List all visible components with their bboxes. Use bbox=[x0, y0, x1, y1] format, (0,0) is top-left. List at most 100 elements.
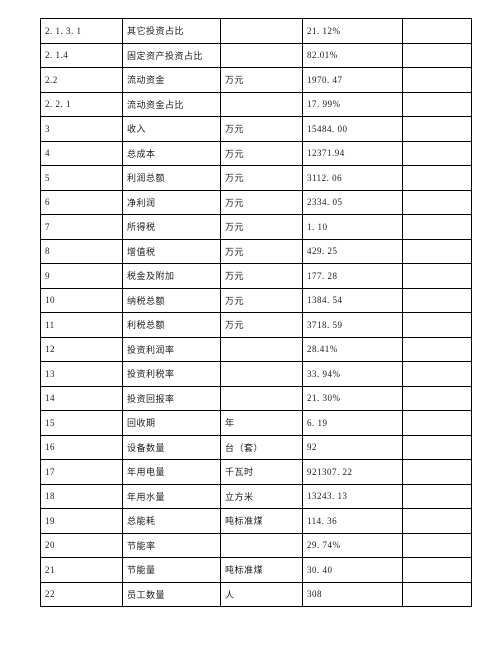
cell-value: 3112. 06 bbox=[303, 166, 403, 191]
cell-remark bbox=[403, 509, 472, 534]
cell-remark bbox=[403, 264, 472, 289]
cell-index: 19 bbox=[41, 509, 123, 534]
cell-value: 921307. 22 bbox=[303, 460, 403, 485]
cell-remark bbox=[403, 239, 472, 264]
cell-index: 22 bbox=[41, 582, 123, 607]
cell-name: 投资回报率 bbox=[123, 386, 221, 411]
cell-unit: 吨标准煤 bbox=[221, 558, 303, 583]
table-row: 2.2流动资金万元1970. 47 bbox=[41, 68, 472, 93]
cell-value: 6. 19 bbox=[303, 411, 403, 436]
cell-name: 其它投资占比 bbox=[123, 19, 221, 44]
cell-index: 7 bbox=[41, 215, 123, 240]
cell-name: 节能率 bbox=[123, 533, 221, 558]
cell-unit: 立方米 bbox=[221, 484, 303, 509]
cell-unit: 万元 bbox=[221, 141, 303, 166]
cell-index: 18 bbox=[41, 484, 123, 509]
cell-name: 年用电量 bbox=[123, 460, 221, 485]
cell-remark bbox=[403, 141, 472, 166]
table-row: 20节能率29. 74% bbox=[41, 533, 472, 558]
cell-remark bbox=[403, 460, 472, 485]
cell-remark bbox=[403, 19, 472, 44]
table-row: 7所得税万元1. 10 bbox=[41, 215, 472, 240]
cell-unit: 万元 bbox=[221, 313, 303, 338]
cell-unit bbox=[221, 337, 303, 362]
cell-remark bbox=[403, 362, 472, 387]
cell-name: 固定资产投资占比 bbox=[123, 43, 221, 68]
cell-unit: 万元 bbox=[221, 215, 303, 240]
cell-remark bbox=[403, 215, 472, 240]
cell-remark bbox=[403, 92, 472, 117]
table-row: 2. 1. 3. 1其它投资占比21. 12% bbox=[41, 19, 472, 44]
table-row: 8增值税万元429. 25 bbox=[41, 239, 472, 264]
cell-name: 总成本 bbox=[123, 141, 221, 166]
cell-name: 纳税总额 bbox=[123, 288, 221, 313]
cell-unit bbox=[221, 43, 303, 68]
cell-value: 30. 40 bbox=[303, 558, 403, 583]
cell-index: 14 bbox=[41, 386, 123, 411]
table-row: 5利润总额万元3112. 06 bbox=[41, 166, 472, 191]
cell-value: 114. 36 bbox=[303, 509, 403, 534]
cell-name: 员工数量 bbox=[123, 582, 221, 607]
cell-index: 4 bbox=[41, 141, 123, 166]
table-row: 17年用电量千瓦时921307. 22 bbox=[41, 460, 472, 485]
cell-value: 177. 28 bbox=[303, 264, 403, 289]
cell-unit: 千瓦时 bbox=[221, 460, 303, 485]
cell-name: 所得税 bbox=[123, 215, 221, 240]
cell-unit: 年 bbox=[221, 411, 303, 436]
cell-unit: 台（套） bbox=[221, 435, 303, 460]
cell-remark bbox=[403, 117, 472, 142]
cell-index: 10 bbox=[41, 288, 123, 313]
cell-name: 流动资金 bbox=[123, 68, 221, 93]
cell-unit: 万元 bbox=[221, 190, 303, 215]
table-row: 16设备数量台（套）92 bbox=[41, 435, 472, 460]
cell-value: 28.41% bbox=[303, 337, 403, 362]
cell-name: 收入 bbox=[123, 117, 221, 142]
cell-value: 1. 10 bbox=[303, 215, 403, 240]
cell-index: 3 bbox=[41, 117, 123, 142]
cell-index: 2. 1.4 bbox=[41, 43, 123, 68]
cell-index: 5 bbox=[41, 166, 123, 191]
cell-value: 21. 30% bbox=[303, 386, 403, 411]
table-row: 2. 2. 1流动资金占比17. 99% bbox=[41, 92, 472, 117]
cell-name: 总能耗 bbox=[123, 509, 221, 534]
table-row: 13投资利税率33. 94% bbox=[41, 362, 472, 387]
cell-index: 16 bbox=[41, 435, 123, 460]
cell-name: 年用水量 bbox=[123, 484, 221, 509]
cell-name: 节能量 bbox=[123, 558, 221, 583]
table-row: 10纳税总额万元1384. 54 bbox=[41, 288, 472, 313]
table-row: 6净利润万元2334. 05 bbox=[41, 190, 472, 215]
cell-index: 6 bbox=[41, 190, 123, 215]
cell-unit: 万元 bbox=[221, 68, 303, 93]
table-row: 22员工数量人308 bbox=[41, 582, 472, 607]
cell-remark bbox=[403, 288, 472, 313]
cell-remark bbox=[403, 484, 472, 509]
table-row: 3收入万元15484. 00 bbox=[41, 117, 472, 142]
cell-remark bbox=[403, 68, 472, 93]
cell-remark bbox=[403, 337, 472, 362]
cell-value: 3718. 59 bbox=[303, 313, 403, 338]
cell-index: 2.2 bbox=[41, 68, 123, 93]
financial-indicators-table: 2. 1. 3. 1其它投资占比21. 12% 2. 1.4固定资产投资占比82… bbox=[40, 18, 472, 607]
cell-remark bbox=[403, 582, 472, 607]
cell-remark bbox=[403, 411, 472, 436]
cell-value: 15484. 00 bbox=[303, 117, 403, 142]
table-row: 12投资利润率28.41% bbox=[41, 337, 472, 362]
cell-index: 20 bbox=[41, 533, 123, 558]
cell-unit: 万元 bbox=[221, 264, 303, 289]
cell-unit: 万元 bbox=[221, 117, 303, 142]
cell-name: 利税总额 bbox=[123, 313, 221, 338]
cell-unit: 吨标准煤 bbox=[221, 509, 303, 534]
cell-index: 2. 2. 1 bbox=[41, 92, 123, 117]
cell-name: 税金及附加 bbox=[123, 264, 221, 289]
cell-index: 21 bbox=[41, 558, 123, 583]
cell-unit bbox=[221, 92, 303, 117]
table-row: 18年用水量立方米13243. 13 bbox=[41, 484, 472, 509]
cell-remark bbox=[403, 558, 472, 583]
cell-unit bbox=[221, 19, 303, 44]
cell-name: 增值税 bbox=[123, 239, 221, 264]
table-row: 4总成本万元12371.94 bbox=[41, 141, 472, 166]
cell-value: 17. 99% bbox=[303, 92, 403, 117]
table-row: 14投资回报率 21. 30% bbox=[41, 386, 472, 411]
cell-index: 9 bbox=[41, 264, 123, 289]
cell-value: 2334. 05 bbox=[303, 190, 403, 215]
